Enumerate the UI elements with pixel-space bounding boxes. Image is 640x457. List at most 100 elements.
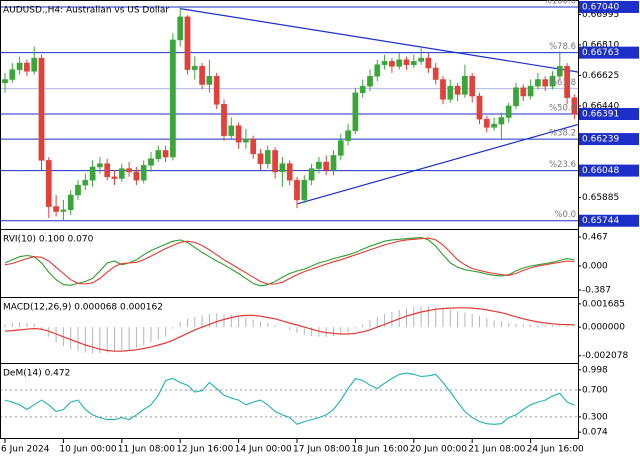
candle-body xyxy=(330,155,337,171)
panel: 0.467 0.000 -0.387 RVI(10) 0.100 0.070 xyxy=(3,233,611,296)
candle-body xyxy=(316,161,322,169)
panel: 0.001685 0.000000 -0.002078 MACD(12,26,9) 0… xyxy=(3,299,628,361)
panel-plot xyxy=(4,236,575,287)
indicator-line xyxy=(4,307,575,352)
indicator-line xyxy=(4,236,575,287)
y-tick-label: 0.700 xyxy=(582,385,608,395)
candle-body xyxy=(374,64,381,77)
y-tick-label: 0.000000 xyxy=(582,323,625,333)
candle-body xyxy=(177,16,184,41)
fib-label: %38.2 xyxy=(549,129,576,139)
candle-body xyxy=(440,79,446,100)
candle-body xyxy=(301,179,308,201)
candle-body xyxy=(191,66,198,70)
panel-title: MACD(12,26,9) 0.000068 0.000162 xyxy=(3,303,163,313)
y-tick-label: 0.300 xyxy=(582,412,608,422)
candle-body xyxy=(454,85,461,95)
y-tick-label: 0.66810 xyxy=(582,40,619,50)
candle-body xyxy=(564,66,570,98)
candle-body xyxy=(75,184,81,196)
x-tick-label: 18 Jun 16:00 xyxy=(351,445,408,455)
candle-body xyxy=(527,85,534,97)
plot-frame xyxy=(0,0,579,439)
price-label: 0.66048 xyxy=(582,166,619,176)
candle-body xyxy=(294,179,300,201)
candle-body xyxy=(67,194,74,211)
candle-body xyxy=(476,95,483,120)
x-tick-label: 6 Jun 2024 xyxy=(1,445,50,455)
candle-body xyxy=(389,61,395,67)
panel-title: DeM(14) 0.472 xyxy=(3,369,70,379)
x-tick-label: 12 Jun 16:00 xyxy=(176,445,233,455)
y-tick-label: 0.467 xyxy=(582,233,608,243)
y-tick-label: 0.66440 xyxy=(582,101,619,111)
candle-body xyxy=(571,97,578,115)
panel-title: RVI(10) 0.100 0.070 xyxy=(3,235,94,245)
candle-body xyxy=(410,61,417,65)
candle-body xyxy=(469,75,476,97)
candle-body xyxy=(133,171,140,181)
fib-label: %100.0 xyxy=(544,0,576,6)
indicator-line xyxy=(4,372,575,425)
candle-body xyxy=(535,79,541,87)
panel-plot xyxy=(1,6,578,222)
candle-body xyxy=(45,160,52,207)
candle-body xyxy=(31,57,38,72)
candle-body xyxy=(432,67,439,80)
candle-body xyxy=(162,150,169,158)
y-tick-label: 0.001685 xyxy=(582,299,625,309)
candle-body xyxy=(155,150,162,159)
price-label-box xyxy=(579,214,639,227)
candle-body xyxy=(97,163,103,168)
candle-body xyxy=(418,57,424,62)
y-tick-label: -0.387 xyxy=(582,286,611,296)
x-tick-label: 20 Jun 00:00 xyxy=(410,445,467,455)
candle-body xyxy=(483,118,490,128)
x-tick-label: 17 Jun 08:00 xyxy=(293,445,350,455)
candle-body xyxy=(381,61,388,65)
fib-label: %23.6 xyxy=(549,160,576,170)
candle-body xyxy=(542,79,549,87)
panel: 0.998 0.700 0.300 0.074 DeM(14) 0.472 xyxy=(1,365,608,438)
candle-body xyxy=(250,138,257,155)
candle-body xyxy=(60,209,67,212)
panel-plot xyxy=(4,306,575,354)
price-label: 0.65744 xyxy=(582,216,619,226)
x-tick-label: 10 Jun 00:00 xyxy=(59,445,116,455)
candle-body xyxy=(447,85,454,100)
candle-body xyxy=(213,75,220,105)
candle-body xyxy=(140,165,147,181)
y-tick-label: 0.074 xyxy=(582,428,608,438)
fib-label: %0.0 xyxy=(554,210,576,220)
y-tick-label: 0.66625 xyxy=(582,71,619,81)
y-tick-label: 0.998 xyxy=(582,365,608,375)
candle-body xyxy=(352,92,359,131)
x-tick-label: 11 Jun 08:00 xyxy=(118,445,175,455)
y-tick-label: 0.000 xyxy=(582,262,608,272)
candle-body xyxy=(505,105,512,118)
candle-body xyxy=(2,79,8,84)
candle-body xyxy=(228,125,235,136)
candle-body xyxy=(491,123,497,128)
candle-body xyxy=(498,117,505,125)
candle-body xyxy=(148,158,154,166)
fib-label: %50.0 xyxy=(549,104,576,114)
candle-body xyxy=(308,168,315,181)
fib-label: %61.8 xyxy=(549,78,576,88)
price-label: 0.66239 xyxy=(582,135,619,145)
candle-body xyxy=(89,166,96,181)
candle-body xyxy=(16,62,23,70)
candle-body xyxy=(104,163,111,178)
x-tick-label: 21 Jun 08:00 xyxy=(468,445,525,455)
fib-label: %78.6 xyxy=(549,42,576,52)
candle-body xyxy=(403,59,410,65)
candle-body xyxy=(24,62,30,72)
trendline xyxy=(180,8,578,73)
candle-body xyxy=(359,85,366,93)
candle-body xyxy=(38,57,45,161)
candle-body xyxy=(235,125,242,143)
